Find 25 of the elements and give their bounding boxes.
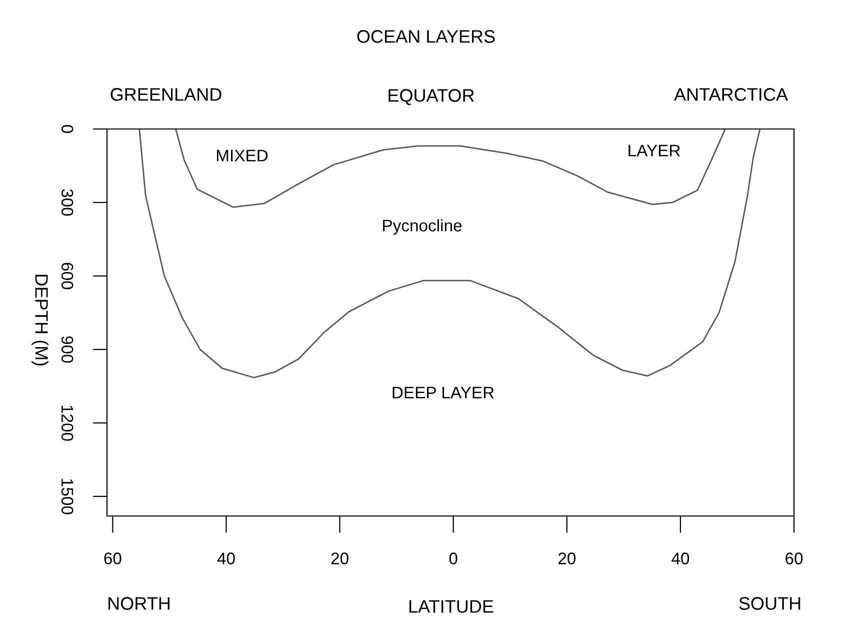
x-tick-label: 60 [104,552,122,564]
y-tick-label: 900 [61,336,74,363]
chart-title: OCEAN LAYERS [357,30,495,43]
x-tick-label: 20 [558,552,576,564]
x-tick-label: 20 [331,552,348,564]
x-tick-label: 40 [217,552,235,564]
x-tick-label: 60 [786,552,803,564]
text: NORTH [108,597,170,610]
y-axis-title: DEPTH (M) [32,274,48,366]
text: ANTARCTICA [674,88,788,101]
annotation: DEEP LAYER [392,386,494,398]
x-tick-label: 40 [672,552,690,564]
x-axis-title: LATITUDE [410,600,494,613]
y-tick-label: 300 [61,189,74,216]
y-tick-label: 0 [61,125,74,133]
y-tick-label: 1500 [61,479,74,514]
y-tick-label: 1200 [61,406,74,441]
x-tick-label: 0 [449,552,458,564]
annotation: MIXED [216,150,268,162]
y-tick-label: 600 [61,262,74,290]
text: SOUTH [739,597,800,610]
text: EQUATOR [388,89,474,106]
annotation: Pycnocline [383,219,462,235]
text: GREENLAND [110,88,222,101]
annotation: LAYER [628,144,680,156]
